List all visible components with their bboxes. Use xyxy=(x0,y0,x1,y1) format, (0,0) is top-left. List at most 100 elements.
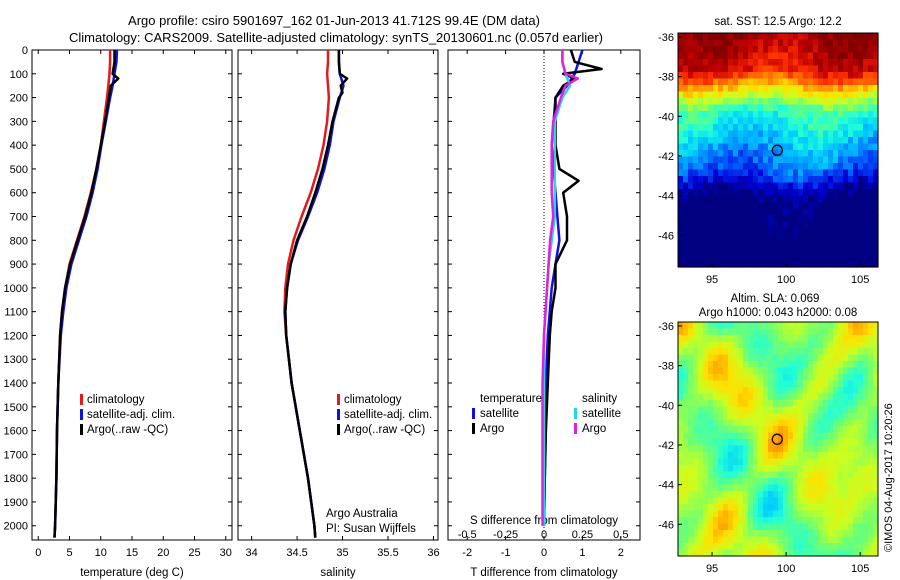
map-cell xyxy=(748,202,754,210)
map-cell xyxy=(753,228,759,236)
map-cell xyxy=(758,484,764,492)
map-cell xyxy=(693,465,699,473)
map-cell xyxy=(738,124,744,132)
map-cell xyxy=(818,98,824,106)
map-cell xyxy=(693,335,699,343)
map-cell xyxy=(683,348,689,356)
map-cell xyxy=(813,406,819,414)
map-cell xyxy=(808,374,814,382)
map-cell xyxy=(873,195,879,203)
map-cell xyxy=(788,348,794,356)
map-cell xyxy=(693,72,699,80)
map-cell xyxy=(798,189,804,197)
map-cell xyxy=(748,104,754,112)
map-cell xyxy=(768,195,774,203)
map-cell xyxy=(863,536,869,544)
map-cell xyxy=(843,380,849,388)
map-cell xyxy=(828,491,834,499)
map-cell xyxy=(783,124,789,132)
map-cell xyxy=(798,59,804,67)
map-cell xyxy=(833,491,839,499)
map-cell xyxy=(708,328,714,336)
map-cell xyxy=(873,215,879,223)
sst-map-chart: sat. SST: 12.5 Argo: 12.295 100 105-36-38-… xyxy=(658,16,879,286)
map-cell xyxy=(848,439,854,447)
map-cell xyxy=(698,78,704,86)
map-cell xyxy=(723,202,729,210)
map-cell xyxy=(843,452,849,460)
map-cell xyxy=(728,98,734,106)
map-cell xyxy=(728,39,734,47)
map-cell xyxy=(703,393,709,401)
map-cell xyxy=(738,536,744,544)
map-cell xyxy=(868,536,874,544)
map-cell xyxy=(803,33,809,41)
map-cell xyxy=(708,322,714,330)
map-cell xyxy=(703,419,709,427)
map-cell xyxy=(828,406,834,414)
map-cell xyxy=(768,150,774,158)
map-cell xyxy=(848,46,854,54)
map-cell xyxy=(768,78,774,86)
map-cell xyxy=(813,208,819,216)
map-cell xyxy=(733,478,739,486)
map-cell xyxy=(803,367,809,375)
map-cell xyxy=(743,517,749,525)
map-cell xyxy=(848,169,854,177)
map-cell xyxy=(783,510,789,518)
map-cell xyxy=(763,130,769,138)
map-cell xyxy=(873,254,879,262)
map-cell xyxy=(813,497,819,505)
map-cell xyxy=(723,426,729,434)
map-cell xyxy=(698,72,704,80)
map-cell xyxy=(783,221,789,229)
map-cell xyxy=(703,400,709,408)
map-cell xyxy=(868,176,874,184)
map-cell xyxy=(778,104,784,112)
map-cell xyxy=(678,234,684,242)
map-cell xyxy=(718,322,724,330)
map-cell xyxy=(723,189,729,197)
map-cell xyxy=(753,452,759,460)
map-cell xyxy=(858,530,864,538)
map-cell xyxy=(853,247,859,255)
map-cell xyxy=(823,491,829,499)
map-cell xyxy=(698,221,704,229)
map-cell xyxy=(818,536,824,544)
map-cell xyxy=(688,361,694,369)
map-cell xyxy=(708,380,714,388)
map-cell xyxy=(758,260,764,268)
map-cell xyxy=(778,419,784,427)
map-cell xyxy=(688,491,694,499)
map-cell xyxy=(843,374,849,382)
map-cell xyxy=(773,104,779,112)
map-cell xyxy=(848,241,854,249)
y-tick-label: -44 xyxy=(658,480,674,492)
map-cell xyxy=(853,33,859,41)
map-cell xyxy=(743,536,749,544)
map-cell xyxy=(693,439,699,447)
map-cell xyxy=(828,328,834,336)
map-cell xyxy=(683,221,689,229)
map-cell xyxy=(703,195,709,203)
map-cell xyxy=(773,367,779,375)
map-cell xyxy=(778,163,784,171)
map-cell xyxy=(843,517,849,525)
map-cell xyxy=(773,72,779,80)
map-cell xyxy=(768,400,774,408)
map-cell xyxy=(783,254,789,262)
map-cell xyxy=(748,465,754,473)
map-cell xyxy=(843,65,849,73)
argo-float-marker xyxy=(771,144,783,156)
map-cell xyxy=(693,163,699,171)
map-cell xyxy=(723,111,729,119)
map-cell xyxy=(748,497,754,505)
map-cell xyxy=(758,465,764,473)
map-cell xyxy=(783,176,789,184)
map-cell xyxy=(823,111,829,119)
map-cell xyxy=(843,195,849,203)
map-cell xyxy=(703,33,709,41)
map-cell xyxy=(693,387,699,395)
map-cell xyxy=(728,65,734,73)
